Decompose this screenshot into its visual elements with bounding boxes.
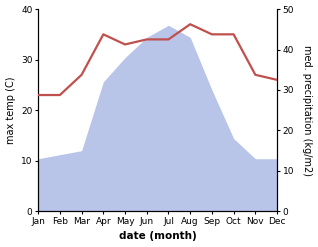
Y-axis label: max temp (C): max temp (C) <box>5 76 16 144</box>
Y-axis label: med. precipitation (kg/m2): med. precipitation (kg/m2) <box>302 45 313 176</box>
X-axis label: date (month): date (month) <box>119 231 197 242</box>
